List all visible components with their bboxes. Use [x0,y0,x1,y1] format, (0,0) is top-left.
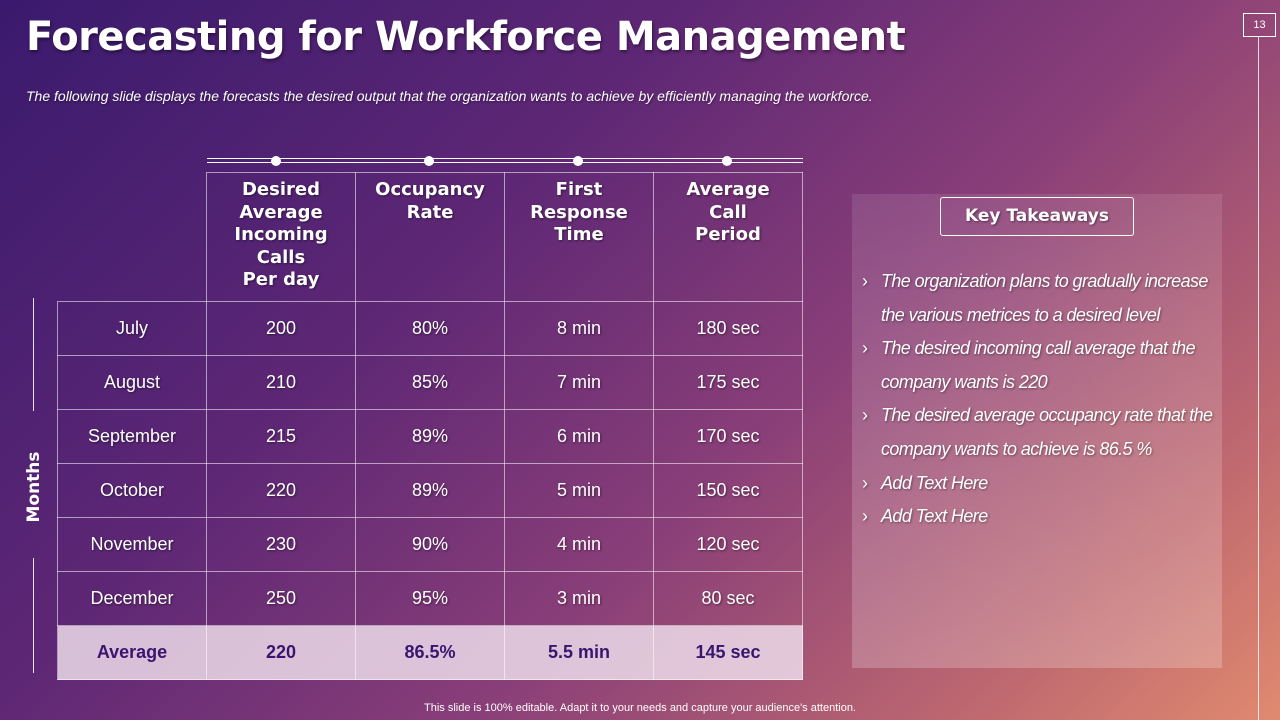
occupancy-cell: 85% [355,355,505,410]
response-cell: 5 min [504,463,654,518]
response-cell: 6 min [504,409,654,464]
calls-cell: 215 [206,409,356,464]
calls-cell: 220 [206,463,356,518]
header-rule-top [207,158,803,159]
header-dot [722,156,732,166]
key-takeaways-title: Key Takeaways [940,197,1134,236]
calls-cell: 200 [206,301,356,356]
column-header: Occupancy Rate [355,172,505,302]
table-row: September 215 89% 6 min 170 sec [57,409,803,464]
months-axis-label: Months [24,451,44,523]
month-cell: August [57,355,207,410]
occupancy-cell: 89% [355,409,505,464]
calls-cell: 250 [206,571,356,626]
period-cell: 170 sec [653,409,803,464]
table-row: November 230 90% 4 min 120 sec [57,517,803,572]
period-cell: 80 sec [653,571,803,626]
list-item: › The organization plans to gradually inc… [862,265,1216,332]
period-cell: 150 sec [653,463,803,518]
average-row: Average 220 86.5% 5.5 min 145 sec [57,625,803,680]
table-row: December 250 95% 3 min 80 sec [57,571,803,626]
occupancy-cell: 80% [355,301,505,356]
table-header-row: Desired Average Incoming Calls Per day O… [57,172,803,302]
header-dot [271,156,281,166]
average-calls-cell: 220 [206,625,356,680]
header-rule-bottom [207,162,803,163]
header-dot [424,156,434,166]
list-item: › The desired average occupancy rate that… [862,399,1216,466]
list-item: › The desired incoming call average that … [862,332,1216,399]
months-axis-line [33,298,34,411]
calls-cell: 230 [206,517,356,572]
key-takeaways-panel: Key Takeaways › The organization plans to… [852,194,1222,668]
column-header: Average Call Period [653,172,803,302]
response-cell: 8 min [504,301,654,356]
footer-note: This slide is 100% editable. Adapt it to… [424,702,856,714]
header-corner-cell [57,172,207,302]
page-number: 13 [1243,13,1276,37]
forecast-table: Desired Average Incoming Calls Per day O… [57,172,803,680]
list-item: › Add Text Here [862,500,1216,534]
average-period-cell: 145 sec [653,625,803,680]
response-cell: 7 min [504,355,654,410]
chevron-right-icon: › [862,271,868,291]
column-header: Desired Average Incoming Calls Per day [206,172,356,302]
period-cell: 120 sec [653,517,803,572]
occupancy-cell: 90% [355,517,505,572]
month-cell: September [57,409,207,464]
months-axis-line [33,558,34,673]
average-occupancy-cell: 86.5% [355,625,505,680]
list-item: › Add Text Here [862,467,1216,501]
occupancy-cell: 89% [355,463,505,518]
calls-cell: 210 [206,355,356,410]
chevron-right-icon: › [862,405,868,426]
column-header: First Response Time [504,172,654,302]
response-cell: 4 min [504,517,654,572]
month-cell: November [57,517,207,572]
slide-title: Forecasting for Workforce Management [26,14,906,60]
response-cell: 3 min [504,571,654,626]
month-cell: July [57,301,207,356]
period-cell: 180 sec [653,301,803,356]
page-divider-line [1258,36,1259,720]
occupancy-cell: 95% [355,571,505,626]
chevron-right-icon: › [862,472,868,493]
header-dot [573,156,583,166]
average-response-cell: 5.5 min [504,625,654,680]
takeaways-list: › The organization plans to gradually inc… [862,265,1216,534]
chevron-right-icon: › [862,338,868,359]
average-label-cell: Average [57,625,207,680]
period-cell: 175 sec [653,355,803,410]
month-cell: October [57,463,207,518]
table-row: August 210 85% 7 min 175 sec [57,355,803,410]
chevron-right-icon: › [862,506,868,527]
table-row: July 200 80% 8 min 180 sec [57,301,803,356]
table-row: October 220 89% 5 min 150 sec [57,463,803,518]
month-cell: December [57,571,207,626]
slide-subtitle: The following slide displays the forecas… [26,88,873,104]
